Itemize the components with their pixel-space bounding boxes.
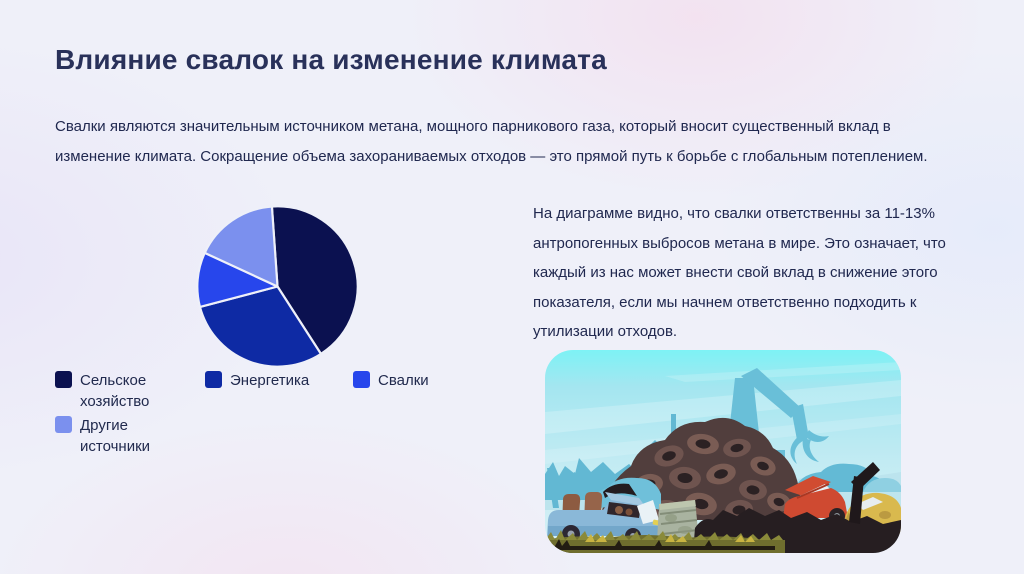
- diagram-note: На диаграмме видно, что свалки ответстве…: [533, 205, 946, 340]
- pie-slice-1: [198, 285, 323, 368]
- page-title: Влияние свалок на изменение климата: [55, 44, 607, 75]
- metal-bale: [657, 500, 699, 542]
- legend-item-1: Энергетика: [205, 370, 355, 391]
- junkyard-scene-svg: [545, 350, 901, 553]
- legend-label: Энергетика: [230, 372, 310, 389]
- legend-label: Сельское хозяйство: [80, 372, 150, 410]
- pie-slice-3: [203, 205, 279, 288]
- intro-paragraph: Свалки являются значительным источником …: [55, 118, 928, 165]
- grass: [545, 530, 785, 553]
- legend-label: Другие источники: [80, 417, 151, 455]
- legend-swatch: [55, 416, 72, 433]
- legend-item-0: Сельское хозяйство: [55, 370, 163, 412]
- pie-slice-0: [270, 205, 359, 355]
- legend-swatch: [205, 371, 222, 388]
- legend-swatch: [353, 371, 370, 388]
- legend-swatch: [55, 371, 72, 388]
- junkyard-illustration: [545, 350, 901, 553]
- legend-item-3: Другие источники: [55, 415, 163, 457]
- legend-item-2: Свалки: [353, 370, 473, 391]
- pie-chart: [196, 205, 359, 368]
- legend-label: Свалки: [378, 372, 429, 389]
